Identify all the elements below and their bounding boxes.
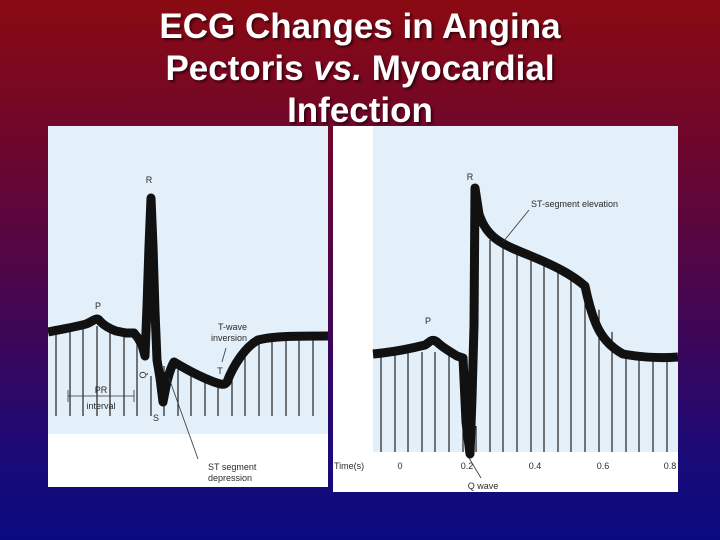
label-s: S	[153, 413, 159, 423]
title-vs: vs.	[313, 49, 362, 88]
st-depression-shading	[163, 362, 174, 402]
title-line-1: ECG Changes in Angina	[159, 7, 561, 46]
label-pr: PR	[95, 385, 108, 395]
tick-0: 0	[397, 461, 402, 471]
label-r: R	[146, 175, 153, 185]
tick-0-6: 0.6	[597, 461, 610, 471]
st-elevation-pointer	[502, 209, 530, 243]
label-twave-1: T-wave	[218, 322, 247, 332]
title-line-2a: Pectoris	[165, 49, 314, 88]
grid-lines	[380, 239, 668, 452]
label-r: R	[467, 172, 474, 182]
title-line-2: Pectoris vs. Myocardial	[0, 48, 720, 90]
label-q: Q	[138, 371, 148, 378]
title-line-3: Infection	[287, 91, 433, 130]
tick-0-8: 0.8	[664, 461, 677, 471]
label-q-wave: Q wave	[468, 481, 499, 491]
mi-ecg-svg: R P ST-segment elevation Time(s) 0 0.2 0…	[333, 126, 679, 492]
label-st-segment: ST segment	[208, 462, 257, 472]
angina-ecg-svg: R P Q S T T-wave inversion PR interval S…	[47, 126, 329, 487]
slide-title: ECG Changes in Angina Pectoris vs. Myoca…	[0, 6, 720, 132]
tick-0-2: 0.2	[461, 461, 474, 471]
label-time: Time(s)	[334, 461, 364, 471]
st-pointer	[168, 377, 199, 460]
label-t: T	[217, 366, 223, 376]
label-st-elevation: ST-segment elevation	[531, 199, 618, 209]
q-wave-pointer	[468, 457, 482, 479]
label-depression: depression	[208, 473, 252, 483]
ecg-trace	[372, 183, 679, 459]
label-pr-interval: interval	[86, 401, 115, 411]
mi-ecg-diagram: R P ST-segment elevation Time(s) 0 0.2 0…	[333, 126, 679, 492]
panel-shaded-area	[373, 126, 678, 452]
label-p: P	[95, 301, 101, 311]
label-twave-2: inversion	[211, 333, 247, 343]
angina-ecg-diagram: R P Q S T T-wave inversion PR interval S…	[47, 126, 329, 487]
title-line-2c: Myocardial	[361, 49, 555, 88]
label-p: P	[425, 316, 431, 326]
tick-0-4: 0.4	[529, 461, 542, 471]
panel-shaded-area	[48, 126, 328, 434]
twave-pointer	[221, 347, 227, 363]
